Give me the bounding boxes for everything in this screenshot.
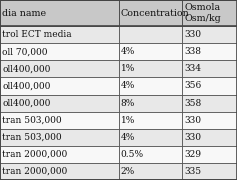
Bar [182, 43, 237, 60]
Text: oll400,000: oll400,000 [2, 64, 51, 73]
Text: 358: 358 [185, 99, 202, 107]
Text: 330: 330 [185, 116, 202, 125]
Bar [182, 146, 237, 163]
Text: tran 2000,000: tran 2000,000 [2, 150, 68, 159]
Bar [0, 146, 118, 163]
Bar [182, 94, 237, 112]
Bar [118, 163, 182, 180]
Text: 4%: 4% [121, 81, 135, 90]
Bar [118, 129, 182, 146]
Bar [0, 129, 118, 146]
Bar [0, 26, 118, 43]
Text: tran 503,000: tran 503,000 [2, 116, 62, 125]
Bar [182, 60, 237, 77]
Text: 4%: 4% [121, 133, 135, 142]
Bar [118, 94, 182, 112]
Text: 1%: 1% [121, 64, 135, 73]
Bar [182, 26, 237, 43]
Bar [182, 129, 237, 146]
Text: 356: 356 [185, 81, 202, 90]
Bar [118, 112, 182, 129]
Text: 0.5%: 0.5% [121, 150, 144, 159]
Bar [0, 94, 118, 112]
Text: tran 2000,000: tran 2000,000 [2, 167, 68, 176]
Bar [118, 146, 182, 163]
Text: 4%: 4% [121, 47, 135, 56]
Text: Concentration: Concentration [121, 8, 190, 18]
Bar [0, 60, 118, 77]
Bar [182, 163, 237, 180]
Text: tran 503,000: tran 503,000 [2, 133, 62, 142]
Bar [182, 0, 237, 26]
Text: 1%: 1% [121, 116, 135, 125]
Bar [182, 112, 237, 129]
Text: dia name: dia name [2, 8, 46, 18]
Bar [0, 163, 118, 180]
Text: 335: 335 [185, 167, 202, 176]
Text: 8%: 8% [121, 99, 135, 107]
Text: 330: 330 [185, 30, 202, 39]
Text: 338: 338 [185, 47, 202, 56]
Bar [0, 112, 118, 129]
Text: 330: 330 [185, 133, 202, 142]
Bar [0, 77, 118, 95]
Text: oll 70,000: oll 70,000 [2, 47, 48, 56]
Text: trol ECT media: trol ECT media [2, 30, 72, 39]
Bar [0, 43, 118, 60]
Bar [118, 77, 182, 95]
Bar [118, 43, 182, 60]
Bar [182, 77, 237, 95]
Text: 329: 329 [185, 150, 202, 159]
Bar [0, 0, 118, 26]
Text: oll400,000: oll400,000 [2, 81, 51, 90]
Bar [118, 26, 182, 43]
Text: oll400,000: oll400,000 [2, 99, 51, 107]
Text: Osmola
Osm/kg: Osmola Osm/kg [185, 3, 222, 23]
Bar [118, 60, 182, 77]
Text: 2%: 2% [121, 167, 135, 176]
Text: 334: 334 [185, 64, 202, 73]
Bar [118, 0, 182, 26]
